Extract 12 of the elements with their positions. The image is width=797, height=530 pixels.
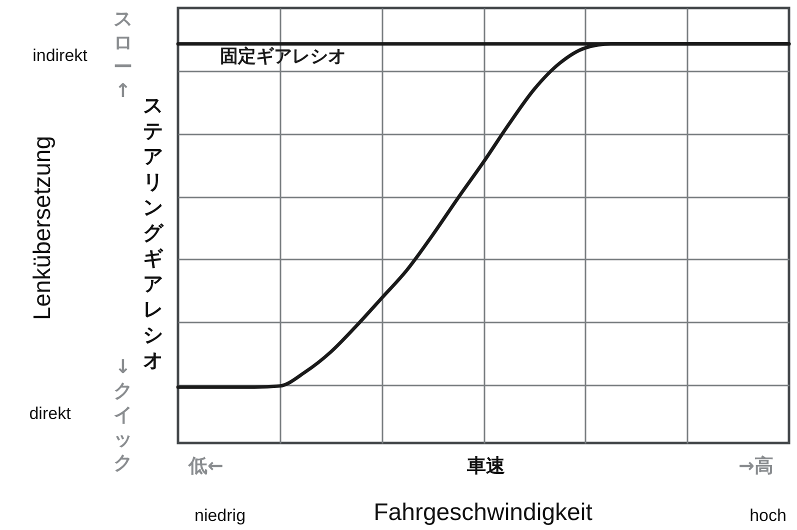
text: 低← — [188, 455, 224, 477]
text: hoch — [750, 506, 786, 525]
text: direkt — [29, 404, 72, 423]
text: ステアリングギアレシオ — [143, 93, 163, 372]
text: niedrig — [194, 506, 246, 525]
text: ↓クイック — [114, 356, 132, 474]
text: Lenkübersetzung — [29, 136, 56, 320]
text: →高 — [738, 455, 774, 477]
x-axis-title: Fahrgeschwindigkeit — [374, 499, 593, 526]
text: 車速 — [466, 455, 505, 477]
text: スロー↑ — [114, 8, 132, 102]
text: indirekt — [32, 46, 88, 65]
